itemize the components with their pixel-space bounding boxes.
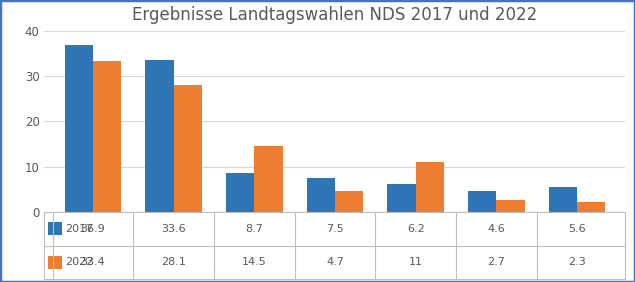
Text: 8.7: 8.7 [245, 224, 263, 234]
Bar [93, 61, 121, 212]
Text: 4.7: 4.7 [326, 257, 344, 267]
Text: 28.1: 28.1 [161, 257, 186, 267]
Text: 6.2: 6.2 [407, 224, 425, 234]
Text: 2022: 2022 [65, 257, 94, 267]
Bar [226, 173, 254, 212]
Bar [173, 85, 202, 212]
Title: Ergebnisse Landtagswahlen NDS 2017 und 2022: Ergebnisse Landtagswahlen NDS 2017 und 2… [132, 6, 538, 24]
Text: 2.3: 2.3 [568, 257, 586, 267]
Bar [335, 191, 363, 212]
Bar [468, 191, 497, 212]
Text: 33.6: 33.6 [161, 224, 186, 234]
Bar [497, 200, 525, 212]
Text: 36.9: 36.9 [81, 224, 105, 234]
Text: 4.6: 4.6 [488, 224, 505, 234]
Text: 11: 11 [409, 257, 423, 267]
Text: 2017: 2017 [65, 224, 94, 234]
Bar [577, 202, 605, 212]
Text: 5.6: 5.6 [568, 224, 586, 234]
Text: 7.5: 7.5 [326, 224, 344, 234]
FancyBboxPatch shape [48, 222, 62, 235]
Bar [254, 146, 283, 212]
Text: 2.7: 2.7 [488, 257, 505, 267]
Text: 14.5: 14.5 [242, 257, 267, 267]
Text: 33.4: 33.4 [81, 257, 105, 267]
FancyBboxPatch shape [48, 256, 62, 269]
Bar [65, 45, 93, 212]
Bar [416, 162, 444, 212]
Bar [387, 184, 416, 212]
Bar [549, 187, 577, 212]
Bar [307, 178, 335, 212]
Bar [145, 60, 173, 212]
